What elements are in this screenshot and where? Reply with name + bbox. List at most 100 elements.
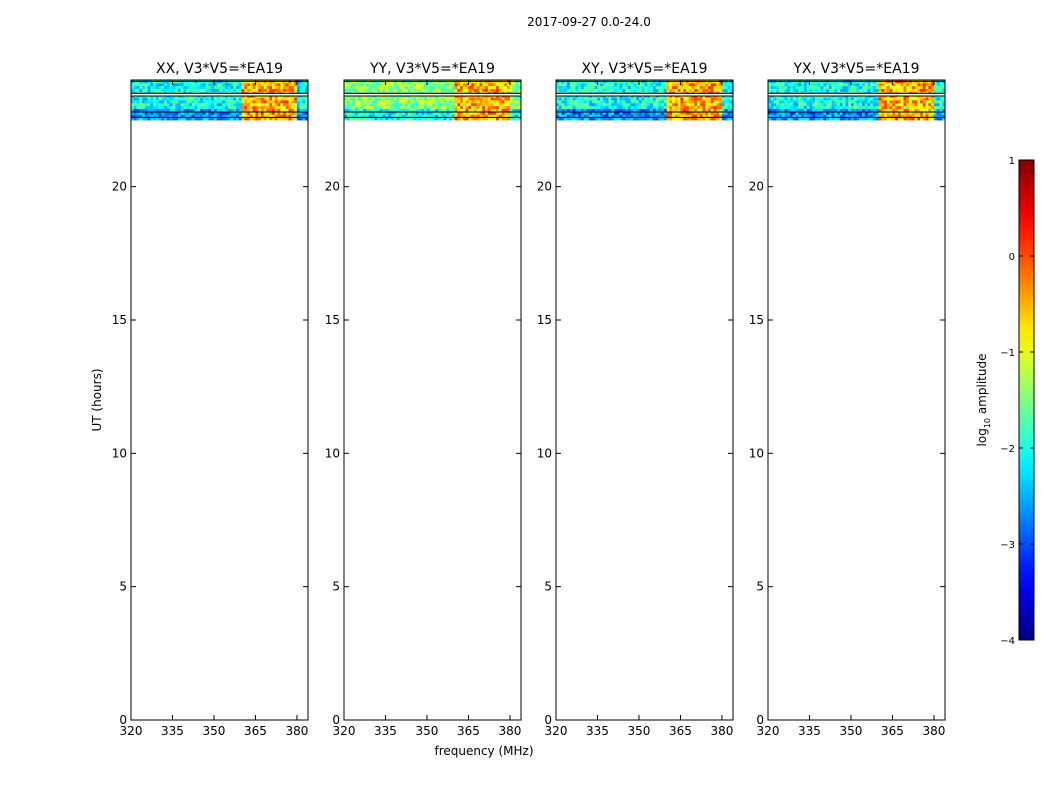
heatmap-cell bbox=[931, 117, 935, 121]
heatmap-cell bbox=[589, 97, 593, 101]
heatmap-cell bbox=[482, 88, 486, 92]
heatmap-cell bbox=[194, 102, 198, 107]
heatmap-cell bbox=[781, 108, 785, 112]
heatmap-cell bbox=[730, 97, 734, 101]
heatmap-cell bbox=[429, 88, 433, 92]
heatmap-cell bbox=[939, 97, 943, 101]
heatmap-cell bbox=[889, 88, 893, 92]
heatmap-cell bbox=[721, 114, 726, 118]
heatmap-cell bbox=[798, 102, 802, 107]
heatmap-cell bbox=[205, 100, 209, 104]
heatmap-cell bbox=[867, 97, 871, 101]
heatmap-cell bbox=[669, 117, 673, 121]
heatmap-cell bbox=[255, 88, 259, 92]
heatmap-cell bbox=[144, 97, 148, 101]
heatmap-cell bbox=[404, 105, 409, 109]
heatmap-cell bbox=[603, 82, 607, 87]
heatmap-cell bbox=[205, 88, 209, 92]
heatmap-cell bbox=[288, 102, 292, 107]
heatmap-cell bbox=[655, 100, 659, 104]
heatmap-cell bbox=[418, 102, 422, 107]
heatmap-cell bbox=[583, 111, 587, 115]
heatmap-cell bbox=[663, 102, 668, 107]
heatmap-cell bbox=[837, 82, 841, 87]
heatmap-cell bbox=[928, 108, 932, 112]
heatmap-cell bbox=[922, 117, 927, 121]
heatmap-cell bbox=[285, 88, 290, 92]
heatmap-cell bbox=[438, 114, 442, 118]
heatmap-cell bbox=[652, 100, 656, 104]
heatmap-cell bbox=[225, 100, 229, 104]
heatmap-cell bbox=[247, 102, 251, 107]
heatmap-cell bbox=[677, 97, 681, 101]
heatmap-cell bbox=[402, 111, 406, 115]
heatmap-cell bbox=[694, 105, 698, 109]
heatmap-cell bbox=[344, 108, 348, 112]
heatmap-cell bbox=[288, 117, 292, 121]
heatmap-cell bbox=[432, 82, 436, 87]
heatmap-cell bbox=[870, 114, 874, 118]
heatmap-cell bbox=[586, 97, 590, 101]
heatmap-cell bbox=[244, 85, 248, 89]
heatmap-cell bbox=[280, 117, 284, 121]
heatmap-cell bbox=[903, 85, 907, 89]
heatmap-cell bbox=[790, 97, 794, 101]
heatmap-cell bbox=[850, 88, 855, 92]
heatmap-cell bbox=[288, 85, 292, 89]
y-tick-label: 15 bbox=[749, 313, 764, 327]
heatmap-cell bbox=[225, 102, 229, 107]
heatmap-cell bbox=[473, 88, 478, 92]
heatmap-cell bbox=[438, 82, 442, 87]
heatmap-cell bbox=[144, 108, 148, 112]
heatmap-cell bbox=[638, 97, 643, 101]
heatmap-cell bbox=[191, 100, 196, 104]
heatmap-cell bbox=[150, 105, 154, 109]
heatmap-cell bbox=[619, 114, 623, 118]
heatmap-cell bbox=[366, 82, 370, 87]
heatmap-cell bbox=[716, 105, 720, 109]
heatmap-cell bbox=[415, 97, 420, 101]
heatmap-cell bbox=[724, 114, 728, 118]
heatmap-cell bbox=[688, 108, 692, 112]
heatmap-cell bbox=[161, 85, 165, 89]
heatmap-cell bbox=[236, 97, 240, 101]
heatmap-cell bbox=[627, 105, 632, 109]
heatmap-cell bbox=[415, 85, 420, 89]
heatmap-cell bbox=[884, 114, 888, 118]
heatmap-cell bbox=[462, 85, 467, 89]
heatmap-cell bbox=[299, 88, 303, 92]
heatmap-cell bbox=[507, 117, 511, 121]
heatmap-cell bbox=[166, 82, 171, 87]
heatmap-cell bbox=[776, 102, 780, 107]
heatmap-cell bbox=[382, 100, 386, 104]
heatmap-cell bbox=[147, 100, 151, 104]
heatmap-cell bbox=[939, 88, 943, 92]
heatmap-cell bbox=[680, 105, 684, 109]
heatmap-cell bbox=[222, 85, 226, 89]
heatmap-cell bbox=[449, 88, 453, 92]
heatmap-cell bbox=[501, 117, 505, 121]
heatmap-cell bbox=[236, 117, 240, 121]
heatmap-cell bbox=[211, 100, 215, 104]
heatmap-cell bbox=[884, 85, 888, 89]
heatmap-cell bbox=[175, 117, 179, 121]
heatmap-cell bbox=[144, 85, 148, 89]
heatmap-cell bbox=[572, 82, 576, 87]
heatmap-cell bbox=[194, 108, 198, 112]
heatmap-cell bbox=[787, 100, 791, 104]
heatmap-cell bbox=[669, 108, 673, 112]
heatmap-cell bbox=[856, 82, 860, 87]
heatmap-cell bbox=[205, 82, 209, 87]
heatmap-cell bbox=[881, 102, 885, 107]
heatmap-cell bbox=[346, 88, 350, 92]
heatmap-cell bbox=[909, 85, 913, 89]
heatmap-cell bbox=[906, 85, 910, 89]
heatmap-cell bbox=[426, 97, 431, 101]
heatmap-cell bbox=[801, 114, 805, 118]
heatmap-cell bbox=[263, 105, 267, 109]
heatmap-cell bbox=[205, 117, 209, 121]
heatmap-cell bbox=[344, 102, 348, 107]
heatmap-cell bbox=[269, 111, 273, 115]
heatmap-cell bbox=[438, 117, 442, 121]
heatmap-cell bbox=[605, 102, 609, 107]
